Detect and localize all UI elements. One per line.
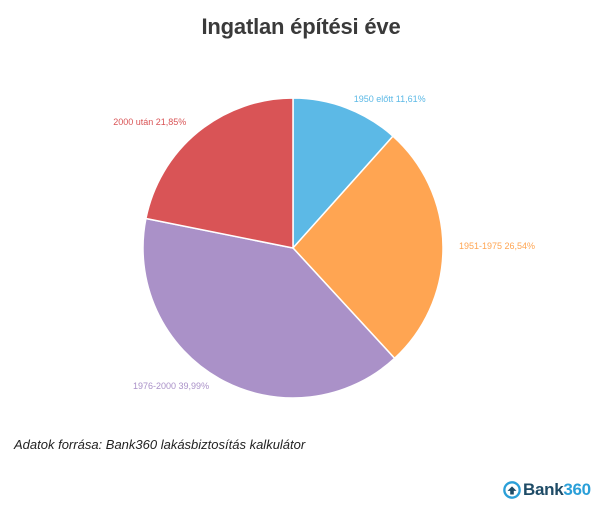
brand-name-part1: Bank [523,480,564,499]
bank360-logo-icon [503,481,521,499]
pie-slice-4 [145,97,294,249]
brand-name-part2: 360 [563,480,591,499]
pie-slice-3 [142,217,396,399]
slice-label-1: 1950 előtt 11,61% [354,94,426,104]
brand-logo: Bank360 [503,480,591,500]
slice-label-4: 2000 után 21,85% [113,117,186,127]
pie-slice-1 [292,97,395,250]
brand-name: Bank360 [523,480,591,500]
slice-label-2: 1951-1975 26,54% [459,241,535,251]
slice-label-3: 1976-2000 39,99% [133,381,209,391]
chart-title: Ingatlan építési éve [201,14,401,39]
pie-slice-2 [291,135,444,360]
data-source-note: Adatok forrása: Bank360 lakásbiztosítás … [14,437,306,452]
